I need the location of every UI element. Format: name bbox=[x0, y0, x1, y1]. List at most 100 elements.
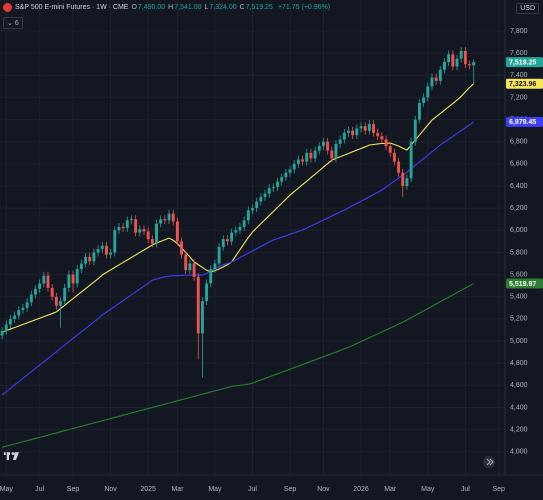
ohlc-value: 7,324.00 bbox=[209, 4, 237, 11]
candle-body bbox=[17, 310, 21, 316]
x-tick-label: Jul bbox=[35, 486, 44, 493]
candle-body bbox=[463, 50, 467, 65]
candle-body bbox=[142, 229, 146, 232]
candle-body bbox=[234, 230, 238, 233]
y-tick-label: 4,000 bbox=[510, 449, 528, 456]
candle-body bbox=[125, 220, 129, 229]
candle-body bbox=[321, 141, 325, 147]
ohlc-key: C bbox=[239, 4, 245, 11]
ohlc-value: 7,490.00 bbox=[137, 4, 166, 11]
x-tick-label: May bbox=[0, 486, 13, 493]
legend-header: S&P 500 E-mini Futures · 1W · CME O 7,490… bbox=[3, 3, 332, 12]
price-tag: 7,519.25 bbox=[509, 59, 536, 66]
price-tag: 7,323.96 bbox=[509, 81, 536, 88]
y-tick-label: 6,000 bbox=[510, 227, 528, 234]
candle-body bbox=[342, 132, 346, 140]
moving-average-line bbox=[1, 121, 475, 396]
symbol-icon bbox=[3, 3, 12, 12]
candle-body bbox=[46, 275, 50, 288]
x-tick-label: Sep bbox=[493, 486, 506, 493]
indicator-toggle[interactable]: ⌄ 6 bbox=[3, 17, 23, 29]
candle-body bbox=[238, 226, 242, 231]
y-tick-label: 5,000 bbox=[510, 338, 528, 345]
logo-part bbox=[6, 452, 9, 460]
y-tick-label: 7,800 bbox=[510, 28, 528, 35]
candle-body bbox=[296, 159, 300, 164]
logo-part bbox=[11, 452, 15, 455]
logo-part bbox=[13, 452, 19, 460]
ohlc-value: 7,519.25 bbox=[245, 4, 273, 11]
candle-body bbox=[472, 62, 476, 66]
candle-body bbox=[301, 159, 305, 162]
candle-body bbox=[171, 213, 175, 222]
candle-body bbox=[351, 130, 355, 136]
candle-body bbox=[355, 128, 359, 136]
y-tick-label: 5,600 bbox=[510, 271, 528, 278]
candle-body bbox=[384, 139, 388, 147]
candle-body bbox=[217, 246, 221, 264]
candle-body bbox=[338, 139, 342, 144]
candle-body bbox=[167, 213, 171, 221]
plot bbox=[0, 47, 476, 448]
y-tick-label: 5,400 bbox=[510, 294, 528, 301]
candle-body bbox=[34, 288, 37, 295]
candle-body bbox=[401, 172, 405, 187]
candle-body bbox=[71, 274, 75, 284]
candle-body bbox=[317, 146, 321, 151]
y-tick-label: 4,800 bbox=[510, 360, 528, 367]
x-tick-label: Sep bbox=[284, 486, 297, 493]
candle-body bbox=[146, 231, 150, 240]
candle-body bbox=[75, 269, 79, 284]
ohlc-value: 7,541.00 bbox=[174, 4, 202, 11]
candle-body bbox=[175, 221, 179, 242]
ohlc-key: L bbox=[204, 4, 209, 11]
x-tick-label: May bbox=[421, 486, 435, 493]
candle-body bbox=[334, 143, 338, 159]
candle-body bbox=[376, 132, 380, 137]
candle-body bbox=[138, 229, 142, 233]
scroll-icon[interactable] bbox=[486, 458, 494, 466]
candle-body bbox=[246, 210, 250, 221]
candle-body bbox=[209, 269, 213, 284]
candle-body bbox=[284, 172, 288, 178]
candle-body bbox=[104, 245, 108, 255]
moving-average-line bbox=[1, 282, 474, 448]
candle-body bbox=[134, 219, 138, 233]
scroll-button[interactable] bbox=[483, 456, 495, 468]
y-tick-label: 4,400 bbox=[510, 404, 528, 411]
candle-body bbox=[271, 187, 275, 189]
candle-body bbox=[422, 97, 426, 103]
candle-body bbox=[451, 54, 455, 67]
ohlc-values: O 7,490.00 H 7,541.00 L 7,324.00 C 7,519.25 bbox=[131, 4, 274, 11]
candle-body bbox=[443, 62, 446, 70]
candle-body bbox=[221, 239, 225, 247]
change: +71.75 (+0.96%) bbox=[277, 4, 331, 11]
candle-body bbox=[117, 226, 121, 231]
y-tick-label: 4,200 bbox=[510, 426, 528, 433]
currency[interactable]: USD bbox=[516, 3, 539, 14]
candle-body bbox=[413, 119, 417, 142]
candle-body bbox=[313, 150, 317, 159]
candle-body bbox=[196, 276, 200, 334]
scroll-button-bg[interactable] bbox=[483, 456, 495, 468]
price-tag-bg bbox=[506, 278, 543, 289]
candle-body bbox=[121, 226, 125, 229]
price-tag-bg bbox=[506, 116, 543, 127]
price-tag: 6,979.45 bbox=[509, 119, 536, 126]
x-tick-label: Jul bbox=[461, 486, 470, 493]
candle-body bbox=[29, 294, 33, 303]
x-tick-label: Nov bbox=[104, 486, 117, 493]
symbol-title[interactable]: S&P 500 E-mini Futures · 1W · CME bbox=[15, 4, 129, 11]
y-tick-label: 4,600 bbox=[510, 382, 528, 389]
candle-body bbox=[192, 263, 196, 277]
candle-body bbox=[88, 256, 92, 262]
candle-body bbox=[397, 161, 401, 173]
candle-body bbox=[363, 126, 367, 131]
ohlc-key: O bbox=[131, 4, 137, 11]
candle-body bbox=[392, 152, 396, 162]
x-tick-label: 2025 bbox=[140, 486, 156, 493]
price-tag: 5,519.97 bbox=[509, 281, 536, 288]
candle-body bbox=[430, 77, 434, 87]
x-tick-label: May bbox=[208, 486, 222, 493]
